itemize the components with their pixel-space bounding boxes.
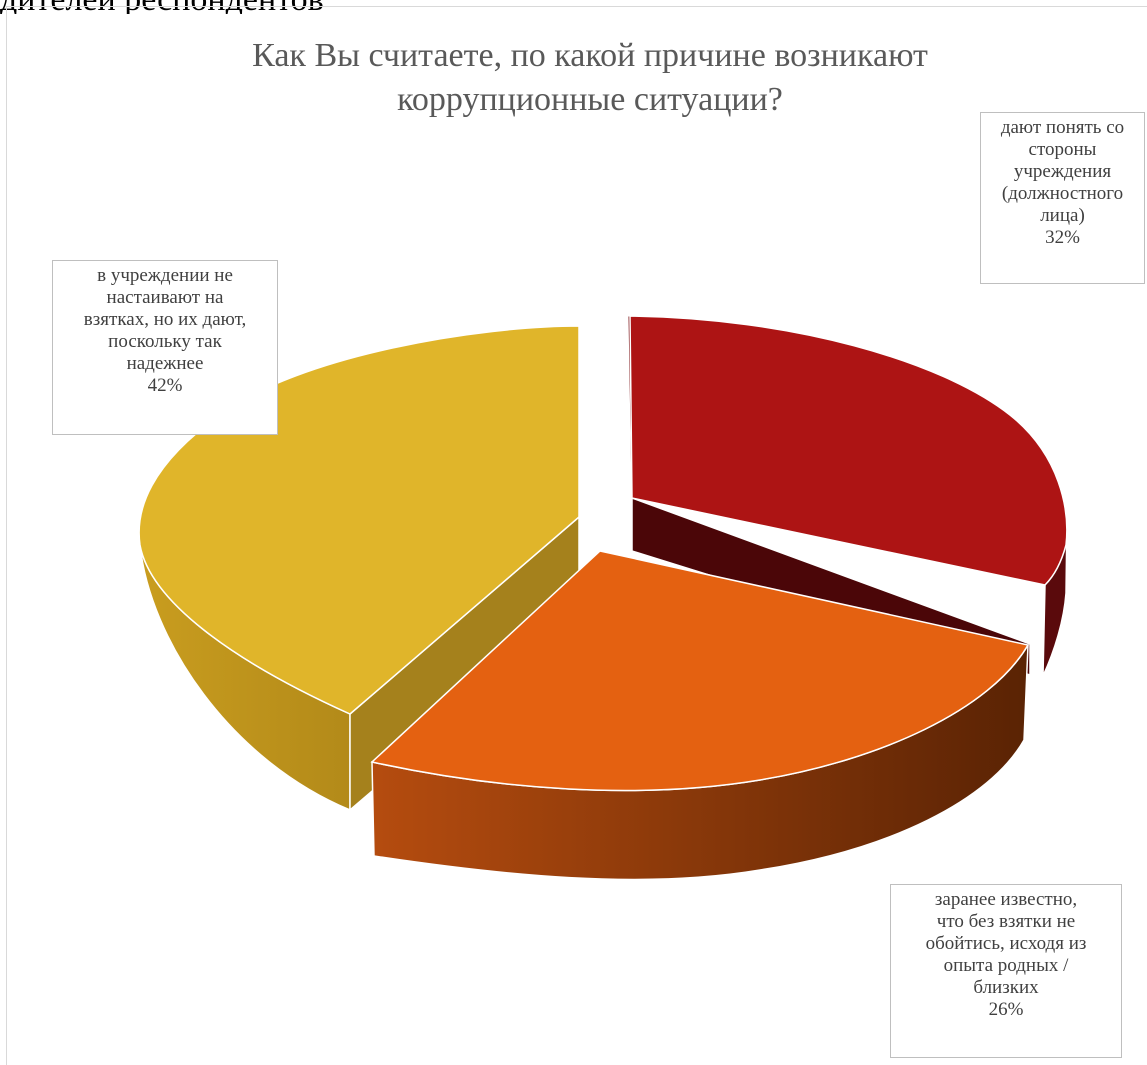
pie-slice-1-top <box>629 315 1068 586</box>
data-label-2-line-1: заранее известно, <box>934 889 1078 910</box>
pie-slice-2-top <box>370 550 1030 792</box>
data-label-3-line-3: взятках, но их дают, <box>83 309 247 330</box>
data-label-1-line-2: стороны <box>1028 139 1097 160</box>
data-label-3-line-5: надежнее <box>126 353 204 374</box>
data-label-2-line-5: близких <box>973 977 1039 998</box>
pie-slice-2 <box>370 550 1030 881</box>
data-label-2-value: 26% <box>988 999 1024 1020</box>
data-label-1-line-5: лица) <box>1040 205 1085 226</box>
data-label-3-line-1: в учреждении не <box>97 265 233 286</box>
data-label-2: заранее известно, что без взятки не обой… <box>890 884 1122 1058</box>
data-label-3-line-4: поскольку так <box>108 331 222 352</box>
data-label-1-value: 32% <box>1045 227 1080 248</box>
chart-title: Как Вы считаете, по какой причине возник… <box>252 37 928 118</box>
data-label-2-line-3: обойтись, исходя из <box>925 933 1087 954</box>
data-label-2-line-4: опыта родных / <box>943 955 1069 976</box>
page-header-fragment: дителей респондентов <box>0 0 1147 14</box>
data-label-2-line-2: что без взятки не <box>936 911 1076 932</box>
data-label-1-line-4: (должностного <box>1001 183 1124 204</box>
data-label-3: в учреждении не настаивают на взятках, н… <box>52 260 278 435</box>
data-label-1-line-1: дают понять со <box>1000 117 1125 138</box>
data-label-1-line-3: учреждения <box>1013 161 1112 182</box>
chart-area <box>6 6 1147 1065</box>
data-label-1: дают понять со стороны учреждения (должн… <box>980 112 1145 284</box>
data-label-3-line-2: настаивают на <box>106 287 224 308</box>
data-label-3-value: 42% <box>147 375 183 396</box>
